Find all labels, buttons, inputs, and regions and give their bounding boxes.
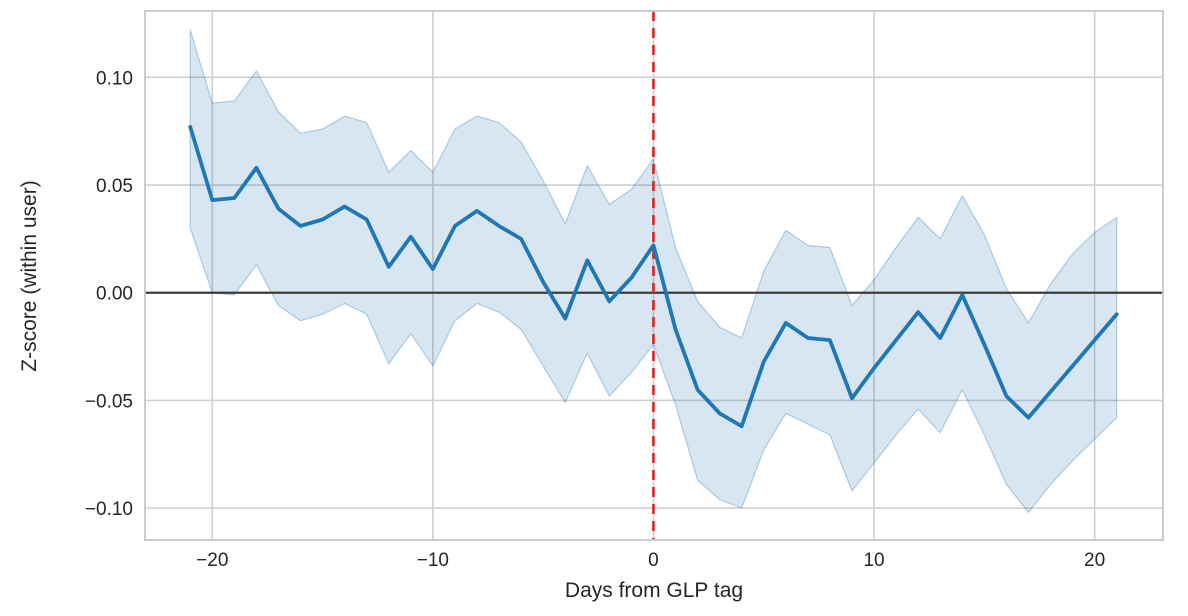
- y-axis-label: Z-score (within user): [18, 180, 41, 372]
- x-tick-label: 20: [1084, 550, 1105, 571]
- y-tick-label: 0.05: [96, 176, 133, 197]
- y-tick-label: −0.05: [85, 391, 133, 412]
- mean-zscore-line: [188, 124, 1119, 429]
- x-tick-label: −10: [417, 550, 449, 571]
- x-tick-label: −20: [196, 550, 228, 571]
- x-tick-label: 10: [863, 550, 884, 571]
- x-axis-label: Days from GLP tag: [564, 579, 744, 602]
- x-tick-label: 0: [648, 550, 659, 571]
- plot-border: [144, 10, 1164, 541]
- y-tick-label: −0.10: [85, 499, 133, 520]
- y-tick-label: 0.10: [96, 68, 133, 89]
- y-tick-label: 0.00: [96, 284, 133, 305]
